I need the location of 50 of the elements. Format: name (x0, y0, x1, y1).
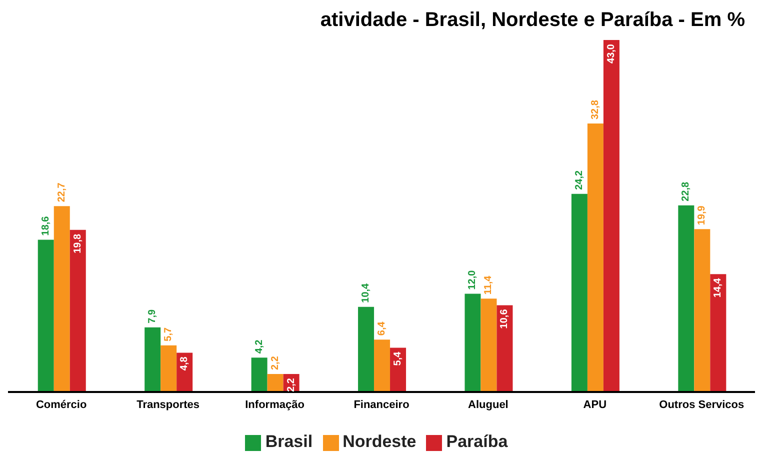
bar (267, 374, 284, 392)
bar (587, 124, 604, 392)
bar (251, 358, 268, 392)
legend-label: Nordeste (342, 432, 416, 451)
legend-label: Brasil (265, 432, 313, 451)
bar (160, 345, 177, 392)
bar (464, 294, 481, 392)
data-label: 18,6 (40, 216, 52, 236)
bar (38, 240, 54, 392)
x-tick-label: Informação (245, 398, 305, 411)
data-label: 32,8 (590, 100, 601, 120)
x-tick-label: Transportes (136, 398, 200, 411)
bar (710, 274, 726, 392)
bar (70, 230, 86, 392)
bar (571, 194, 588, 392)
x-tick-label: Aluguel (468, 398, 508, 411)
bar (603, 40, 620, 392)
data-label: 10,6 (499, 308, 510, 329)
chart-title: atividade - Brasil, Nordeste e Paraíba - Em % (319, 8, 746, 32)
data-label: 22,8 (680, 181, 692, 202)
x-tick-label: Comércio (36, 398, 87, 411)
x-tick-label: APU (583, 398, 607, 411)
data-label: 10,4 (360, 282, 372, 303)
data-label: 2,2 (270, 356, 281, 370)
data-label: 43,0 (606, 44, 617, 64)
x-tick-label: Financeiro (354, 398, 410, 411)
data-label: 4,2 (254, 339, 265, 354)
bar (358, 306, 374, 392)
legend-label: Paraíba (446, 432, 508, 451)
data-label: 22,7 (56, 182, 68, 202)
data-label: 5,7 (163, 327, 174, 342)
bar (496, 305, 513, 392)
data-label: 19,9 (696, 205, 708, 226)
data-label: 11,4 (483, 275, 494, 295)
data-label: 6,4 (376, 321, 388, 336)
data-label: 4,8 (179, 356, 190, 371)
bar (694, 229, 710, 392)
data-label: 5,4 (392, 351, 404, 366)
bar (54, 206, 70, 392)
data-label: 14,4 (712, 278, 724, 298)
bar (374, 340, 390, 392)
bar (678, 205, 694, 392)
data-label: 12,0 (467, 270, 478, 290)
bar (480, 298, 497, 392)
data-label: 2,2 (286, 378, 297, 392)
data-label: 19,8 (72, 233, 84, 254)
data-label: 7,9 (147, 308, 158, 324)
data-label: 24,2 (574, 170, 585, 190)
bar (144, 327, 161, 392)
x-tick-label: Outros Servicos (659, 398, 744, 411)
